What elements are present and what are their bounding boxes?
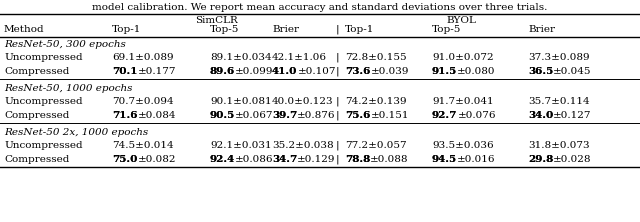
Text: 90.5: 90.5 xyxy=(210,111,236,120)
Text: 72.8±0.155: 72.8±0.155 xyxy=(345,53,406,62)
Text: 91.5: 91.5 xyxy=(432,67,457,76)
Text: 29.8: 29.8 xyxy=(528,155,553,164)
Text: 31.8±0.073: 31.8±0.073 xyxy=(528,141,589,150)
Text: 29.8: 29.8 xyxy=(528,155,553,164)
Text: ±0.076: ±0.076 xyxy=(458,111,496,120)
Text: 73.6: 73.6 xyxy=(345,67,371,76)
Text: ±0.129: ±0.129 xyxy=(297,155,336,164)
Text: Compressed: Compressed xyxy=(4,67,69,76)
Text: 34.7: 34.7 xyxy=(272,155,297,164)
Text: 69.1±0.089: 69.1±0.089 xyxy=(112,53,173,62)
Text: |: | xyxy=(336,97,340,107)
Text: BYOL: BYOL xyxy=(447,16,476,25)
Text: 94.5: 94.5 xyxy=(432,155,457,164)
Text: 70.1: 70.1 xyxy=(112,67,138,76)
Text: 89.1±0.034: 89.1±0.034 xyxy=(210,53,271,62)
Text: 74.5±0.014: 74.5±0.014 xyxy=(112,141,173,150)
Text: ±0.099: ±0.099 xyxy=(236,67,274,76)
Text: Uncompressed: Uncompressed xyxy=(4,97,83,106)
Text: ±0.177: ±0.177 xyxy=(138,67,176,76)
Text: |: | xyxy=(336,53,340,63)
Text: Compressed: Compressed xyxy=(4,155,69,164)
Text: ±0.045: ±0.045 xyxy=(553,67,592,76)
Text: 94.5: 94.5 xyxy=(432,155,457,164)
Text: 73.6: 73.6 xyxy=(345,67,371,76)
Text: 93.5±0.036: 93.5±0.036 xyxy=(432,141,493,150)
Text: 34.0: 34.0 xyxy=(528,111,553,120)
Text: ±0.088: ±0.088 xyxy=(371,155,409,164)
Text: 91.7±0.041: 91.7±0.041 xyxy=(432,97,493,106)
Text: ±0.151: ±0.151 xyxy=(371,111,409,120)
Text: ±0.107: ±0.107 xyxy=(298,67,336,76)
Text: 71.6: 71.6 xyxy=(112,111,138,120)
Text: 78.8: 78.8 xyxy=(345,155,371,164)
Text: 37.3±0.089: 37.3±0.089 xyxy=(528,53,589,62)
Text: 75.6: 75.6 xyxy=(345,111,371,120)
Text: 75.0: 75.0 xyxy=(112,155,138,164)
Text: 89.6: 89.6 xyxy=(210,67,236,76)
Text: Brier: Brier xyxy=(272,25,299,34)
Text: ResNet-50 2x, 1000 epochs: ResNet-50 2x, 1000 epochs xyxy=(4,128,148,137)
Text: 41.0: 41.0 xyxy=(272,67,298,76)
Text: 78.8: 78.8 xyxy=(345,155,371,164)
Text: |: | xyxy=(336,25,340,34)
Text: 36.5: 36.5 xyxy=(528,67,553,76)
Text: Top-1: Top-1 xyxy=(112,25,141,34)
Text: 92.4: 92.4 xyxy=(210,155,236,164)
Text: Compressed: Compressed xyxy=(4,111,69,120)
Text: 89.6: 89.6 xyxy=(210,67,236,76)
Text: 75.6: 75.6 xyxy=(345,111,371,120)
Text: Top-1: Top-1 xyxy=(345,25,374,34)
Text: 70.7±0.094: 70.7±0.094 xyxy=(112,97,173,106)
Text: 34.0: 34.0 xyxy=(528,111,553,120)
Text: 35.2±0.038: 35.2±0.038 xyxy=(272,141,333,150)
Text: ±0.080: ±0.080 xyxy=(457,67,496,76)
Text: 92.7: 92.7 xyxy=(432,111,458,120)
Text: Method: Method xyxy=(4,25,45,34)
Text: 39.7: 39.7 xyxy=(272,111,297,120)
Text: ±0.876: ±0.876 xyxy=(297,111,336,120)
Text: |: | xyxy=(336,111,340,121)
Text: ±0.084: ±0.084 xyxy=(138,111,176,120)
Text: |: | xyxy=(336,155,340,165)
Text: 77.2±0.057: 77.2±0.057 xyxy=(345,141,406,150)
Text: ResNet-50, 300 epochs: ResNet-50, 300 epochs xyxy=(4,40,126,49)
Text: 35.7±0.114: 35.7±0.114 xyxy=(528,97,589,106)
Text: 92.1±0.031: 92.1±0.031 xyxy=(210,141,271,150)
Text: 92.4: 92.4 xyxy=(210,155,236,164)
Text: ±0.082: ±0.082 xyxy=(138,155,176,164)
Text: 91.0±0.072: 91.0±0.072 xyxy=(432,53,493,62)
Text: |: | xyxy=(336,67,340,77)
Text: Uncompressed: Uncompressed xyxy=(4,141,83,150)
Text: 70.1: 70.1 xyxy=(112,67,138,76)
Text: Top-5: Top-5 xyxy=(210,25,239,34)
Text: 92.7: 92.7 xyxy=(432,111,458,120)
Text: ResNet-50, 1000 epochs: ResNet-50, 1000 epochs xyxy=(4,84,132,93)
Text: Top-5: Top-5 xyxy=(432,25,461,34)
Text: 91.5: 91.5 xyxy=(432,67,457,76)
Text: SimCLR: SimCLR xyxy=(196,16,238,25)
Text: ±0.127: ±0.127 xyxy=(553,111,592,120)
Text: 34.7: 34.7 xyxy=(272,155,297,164)
Text: 74.2±0.139: 74.2±0.139 xyxy=(345,97,406,106)
Text: |: | xyxy=(336,141,340,151)
Text: 75.0: 75.0 xyxy=(112,155,138,164)
Text: 42.1±1.06: 42.1±1.06 xyxy=(272,53,327,62)
Text: ±0.086: ±0.086 xyxy=(236,155,274,164)
Text: ±0.016: ±0.016 xyxy=(457,155,495,164)
Text: model calibration. We report mean accuracy and standard deviations over three tr: model calibration. We report mean accura… xyxy=(92,3,548,12)
Text: 90.5: 90.5 xyxy=(210,111,236,120)
Text: 71.6: 71.6 xyxy=(112,111,138,120)
Text: 90.1±0.081: 90.1±0.081 xyxy=(210,97,271,106)
Text: ±0.028: ±0.028 xyxy=(553,155,592,164)
Text: ±0.039: ±0.039 xyxy=(371,67,409,76)
Text: Uncompressed: Uncompressed xyxy=(4,53,83,62)
Text: 36.5: 36.5 xyxy=(528,67,553,76)
Text: 40.0±0.123: 40.0±0.123 xyxy=(272,97,333,106)
Text: ±0.067: ±0.067 xyxy=(236,111,274,120)
Text: 41.0: 41.0 xyxy=(272,67,298,76)
Text: 39.7: 39.7 xyxy=(272,111,297,120)
Text: Brier: Brier xyxy=(528,25,555,34)
